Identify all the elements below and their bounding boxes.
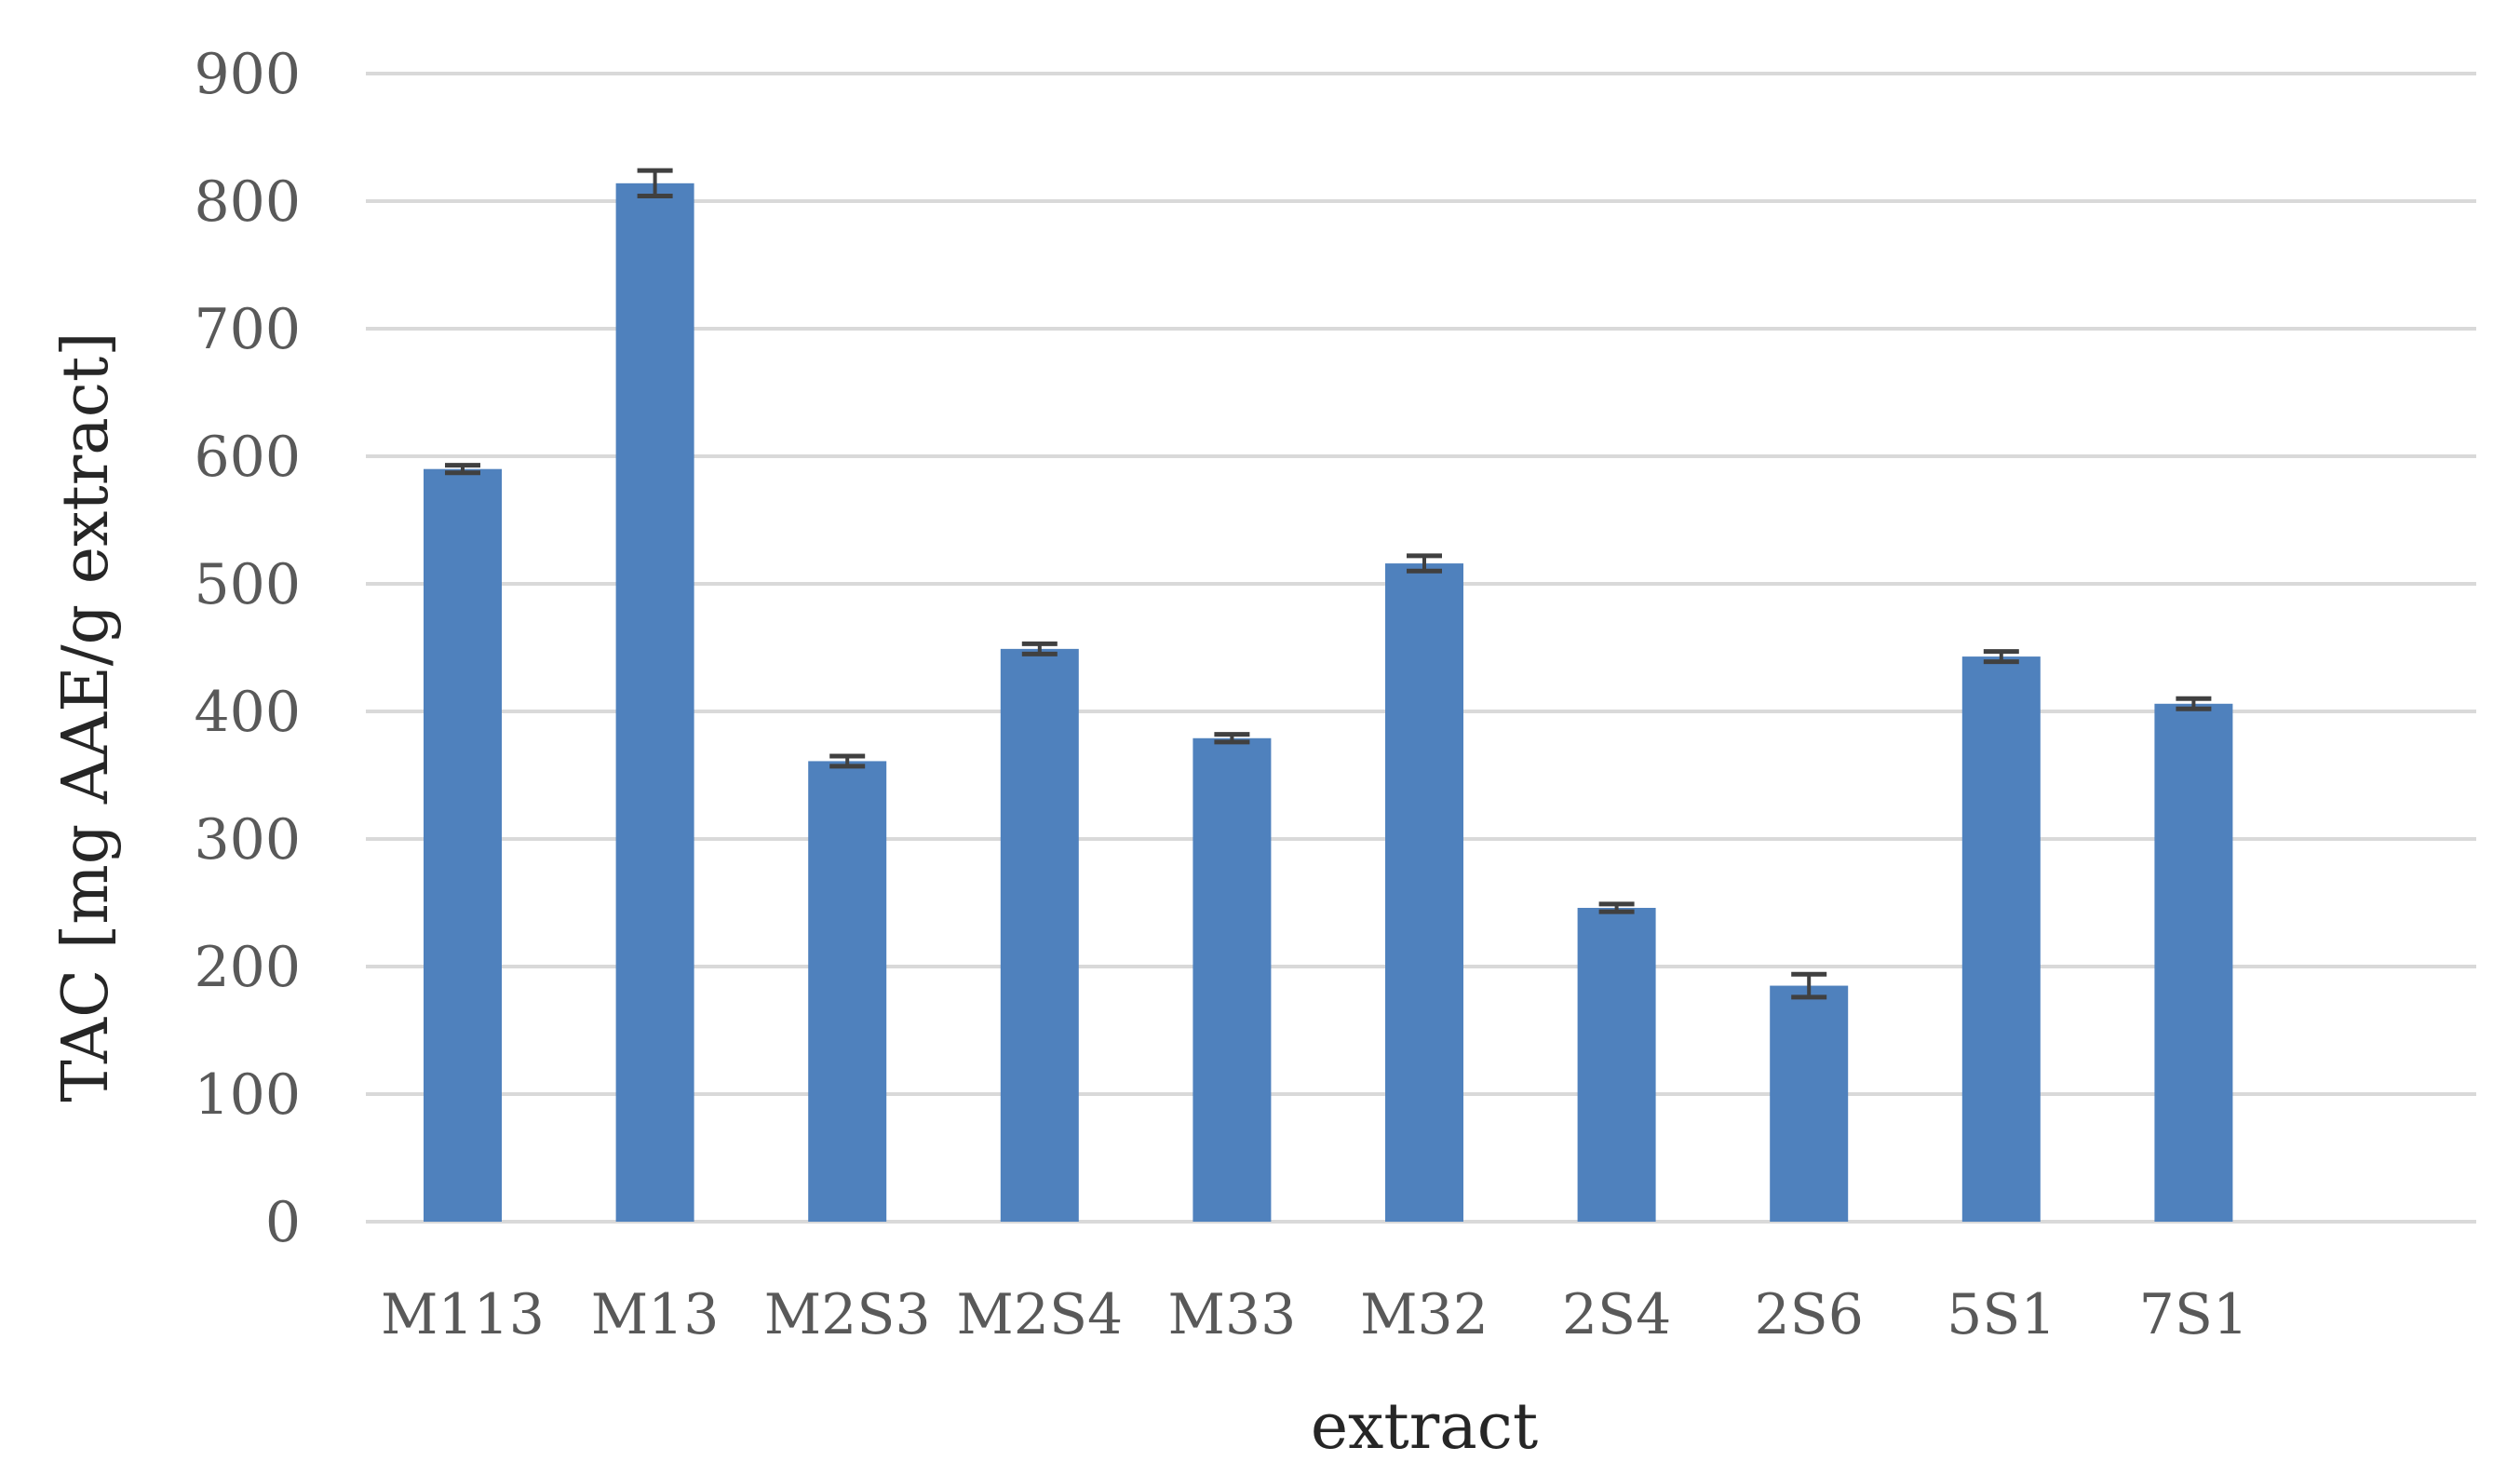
- y-axis-ticks: 0 100 200 300 400 500 600 700 800 900: [194, 42, 301, 1255]
- error-bar-5S1: [1983, 649, 2019, 665]
- error-bar-M2S3: [829, 753, 866, 769]
- error-bar-M13: [637, 168, 673, 199]
- error-bar-2S6: [1791, 971, 1827, 1000]
- bar-M33: [1193, 737, 1272, 1222]
- bar-M13: [615, 183, 694, 1222]
- bars: [424, 183, 2233, 1222]
- bar-2S6: [1770, 985, 1849, 1222]
- x-tick-label: M113: [381, 1282, 545, 1347]
- x-tick-label: 2S6: [1754, 1282, 1863, 1347]
- y-tick-label: 900: [194, 42, 301, 107]
- bar-M113: [424, 468, 502, 1222]
- y-tick-label: 600: [194, 425, 301, 490]
- x-tick-label: M32: [1360, 1282, 1489, 1347]
- x-axis-title: extract: [1311, 1390, 1538, 1461]
- y-tick-label: 200: [194, 935, 301, 1000]
- y-tick-label: 100: [194, 1062, 301, 1128]
- x-tick-label: 7S1: [2139, 1282, 2248, 1347]
- bar-2S4: [1577, 907, 1656, 1222]
- x-tick-label: M2S3: [764, 1282, 931, 1347]
- error-bar-M113: [445, 463, 480, 476]
- y-tick-label: 0: [265, 1190, 301, 1255]
- y-tick-label: 400: [194, 680, 301, 745]
- x-axis-ticks: M113 M13 M2S3 M2S4 M33 M32 2S4 2S6 5S1 7S1: [381, 1282, 2248, 1347]
- x-tick-label: 2S4: [1562, 1282, 1671, 1347]
- error-bar-7S1: [2176, 696, 2212, 711]
- x-tick-label: M33: [1168, 1282, 1297, 1347]
- bar-M2S4: [1000, 648, 1079, 1222]
- bar-M32: [1385, 563, 1463, 1222]
- y-tick-label: 500: [194, 552, 301, 617]
- error-bar-M2S4: [1021, 641, 1058, 656]
- y-axis-title: TAC [mg AAE/g extract]: [49, 331, 123, 1102]
- bar-5S1: [1961, 656, 2041, 1222]
- y-tick-label: 800: [194, 169, 301, 235]
- error-bars: [445, 168, 2212, 1000]
- y-tick-label: 700: [194, 297, 301, 362]
- x-tick-label: M13: [591, 1282, 720, 1347]
- error-bar-M33: [1214, 732, 1250, 745]
- error-bar-M32: [1407, 553, 1442, 574]
- bar-M2S3: [808, 761, 887, 1222]
- bar-7S1: [2154, 703, 2233, 1222]
- x-tick-label: 5S1: [1947, 1282, 2055, 1347]
- error-bar-2S4: [1598, 901, 1635, 914]
- x-tick-label: M2S4: [956, 1282, 1123, 1347]
- y-tick-label: 300: [194, 807, 301, 873]
